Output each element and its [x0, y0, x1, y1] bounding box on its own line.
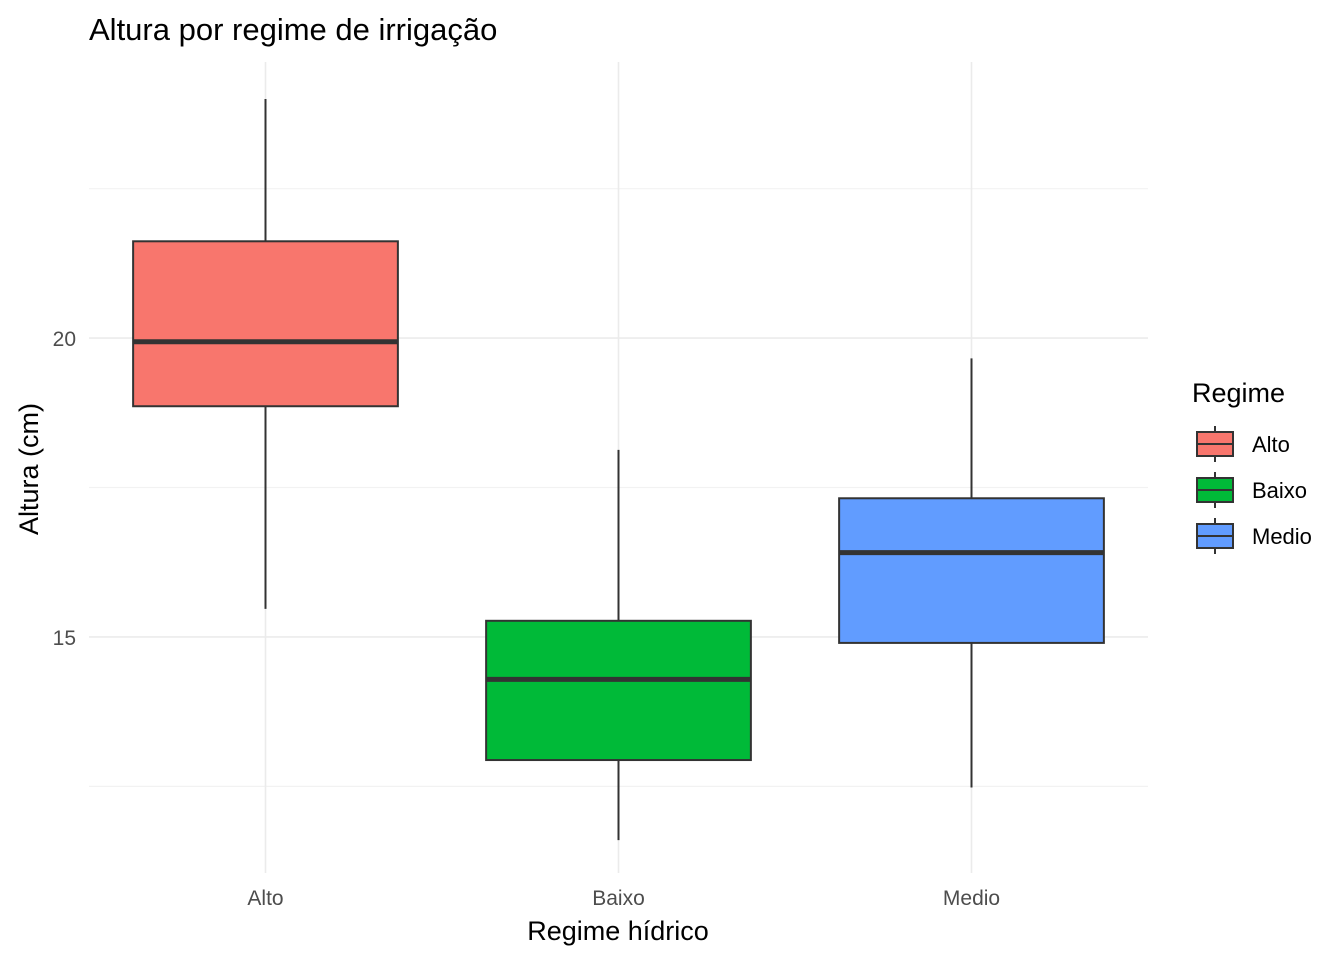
x-axis-title: Regime hídrico — [527, 916, 709, 946]
x-tick-label: Alto — [247, 887, 283, 910]
box-iqr — [838, 497, 1105, 644]
box-alto — [132, 99, 399, 609]
y-axis-title: Altura (cm) — [14, 403, 44, 535]
legend-item-baixo: Baixo — [1196, 472, 1307, 508]
legend-title: Regime — [1192, 378, 1285, 408]
box-iqr — [485, 619, 752, 762]
chart-title: Altura por regime de irrigação — [89, 12, 497, 47]
box-iqr — [132, 240, 399, 408]
box-medio — [838, 358, 1105, 788]
legend-item-medio: Medio — [1196, 518, 1312, 554]
legend-label: Alto — [1252, 432, 1290, 457]
y-tick-label: 15 — [53, 627, 76, 650]
legend: Regime Alto Baixo Medio — [1192, 378, 1312, 554]
x-axis-ticks: Alto Baixo Medio — [247, 887, 1000, 910]
x-tick-label: Medio — [943, 887, 1000, 910]
legend-label: Medio — [1252, 524, 1312, 549]
y-tick-label: 20 — [53, 328, 76, 351]
box-baixo — [485, 449, 752, 841]
box-series — [132, 99, 1105, 841]
legend-item-alto: Alto — [1196, 426, 1290, 462]
x-tick-label: Baixo — [592, 887, 645, 910]
legend-label: Baixo — [1252, 478, 1307, 503]
